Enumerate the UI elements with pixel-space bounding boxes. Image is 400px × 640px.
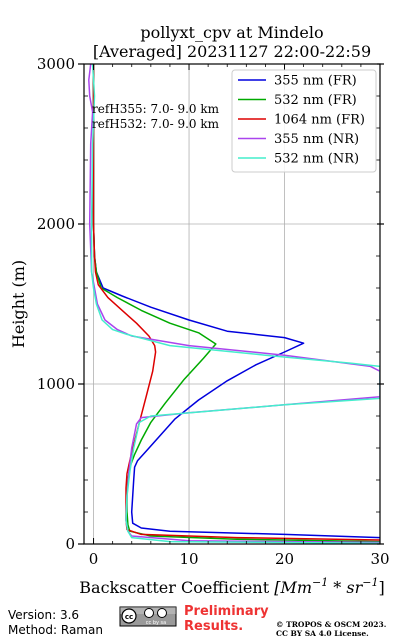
method-text: Method: Raman	[8, 623, 103, 637]
results-text: Results.	[184, 619, 243, 634]
copyright-text: © TROPOS & OSCM 2023.	[276, 620, 386, 629]
y-tick-label: 3000	[37, 55, 75, 73]
legend-label-1064-nm-fr: 1064 nm (FR)	[274, 113, 365, 128]
x-axis-label: Backscatter Coefficient [Mm−1 * sr−1]	[79, 576, 384, 597]
svg-text:cc: cc	[125, 613, 133, 621]
y-tick-label: 0	[65, 535, 75, 553]
cc-badge-text: cc by sa	[146, 620, 166, 626]
chart-title-line2: [Averaged] 20231127 22:00-22:59	[93, 42, 371, 61]
by-icon	[144, 608, 154, 618]
legend-label-355-nm-fr: 355 nm (FR)	[274, 74, 357, 89]
chart-title-line1: pollyxt_cpv at Mindelo	[140, 23, 323, 42]
annotation-refh355: refH355: 7.0- 9.0 km	[92, 102, 220, 116]
version-text: Version: 3.6	[8, 608, 79, 622]
footer: Version: 3.6 Method: Raman cc cc by sa P…	[8, 604, 386, 638]
series-line-532-nm-nr	[90, 64, 380, 544]
series-line-355-nm-fr	[92, 64, 380, 539]
preliminary-text: Preliminary	[184, 604, 269, 619]
x-tick-label: 0	[89, 550, 99, 568]
x-tick-label: 30	[370, 550, 389, 568]
series-line-532-nm-fr	[92, 64, 380, 543]
cc-license-badge: cc cc by sa	[119, 606, 177, 627]
legend-label-355-nm-nr: 355 nm (NR)	[274, 132, 359, 147]
axis-ticks: 0 10 20 30 0 1000 2000 3000	[37, 55, 390, 568]
sa-icon	[157, 608, 167, 618]
y-axis-label: Height (m)	[9, 260, 28, 348]
x-tick-label: 20	[275, 550, 294, 568]
legend-label-532-nm-fr: 532 nm (FR)	[274, 93, 357, 108]
annotation-refh532: refH532: 7.0- 9.0 km	[92, 117, 220, 131]
x-tick-label: 10	[179, 550, 198, 568]
legend-box	[231, 69, 377, 173]
legend: 355 nm (FR) 532 nm (FR) 1064 nm (FR) 355 nm…	[231, 69, 377, 173]
license-text: CC BY SA 4.0 License.	[276, 629, 369, 638]
series-lines	[88, 64, 380, 544]
cc-icon	[121, 608, 137, 624]
y-tick-label: 2000	[37, 215, 75, 233]
y-tick-label: 1000	[37, 375, 75, 393]
axes-frame	[83, 63, 381, 545]
legend-label-532-nm-nr: 532 nm (NR)	[274, 152, 359, 167]
